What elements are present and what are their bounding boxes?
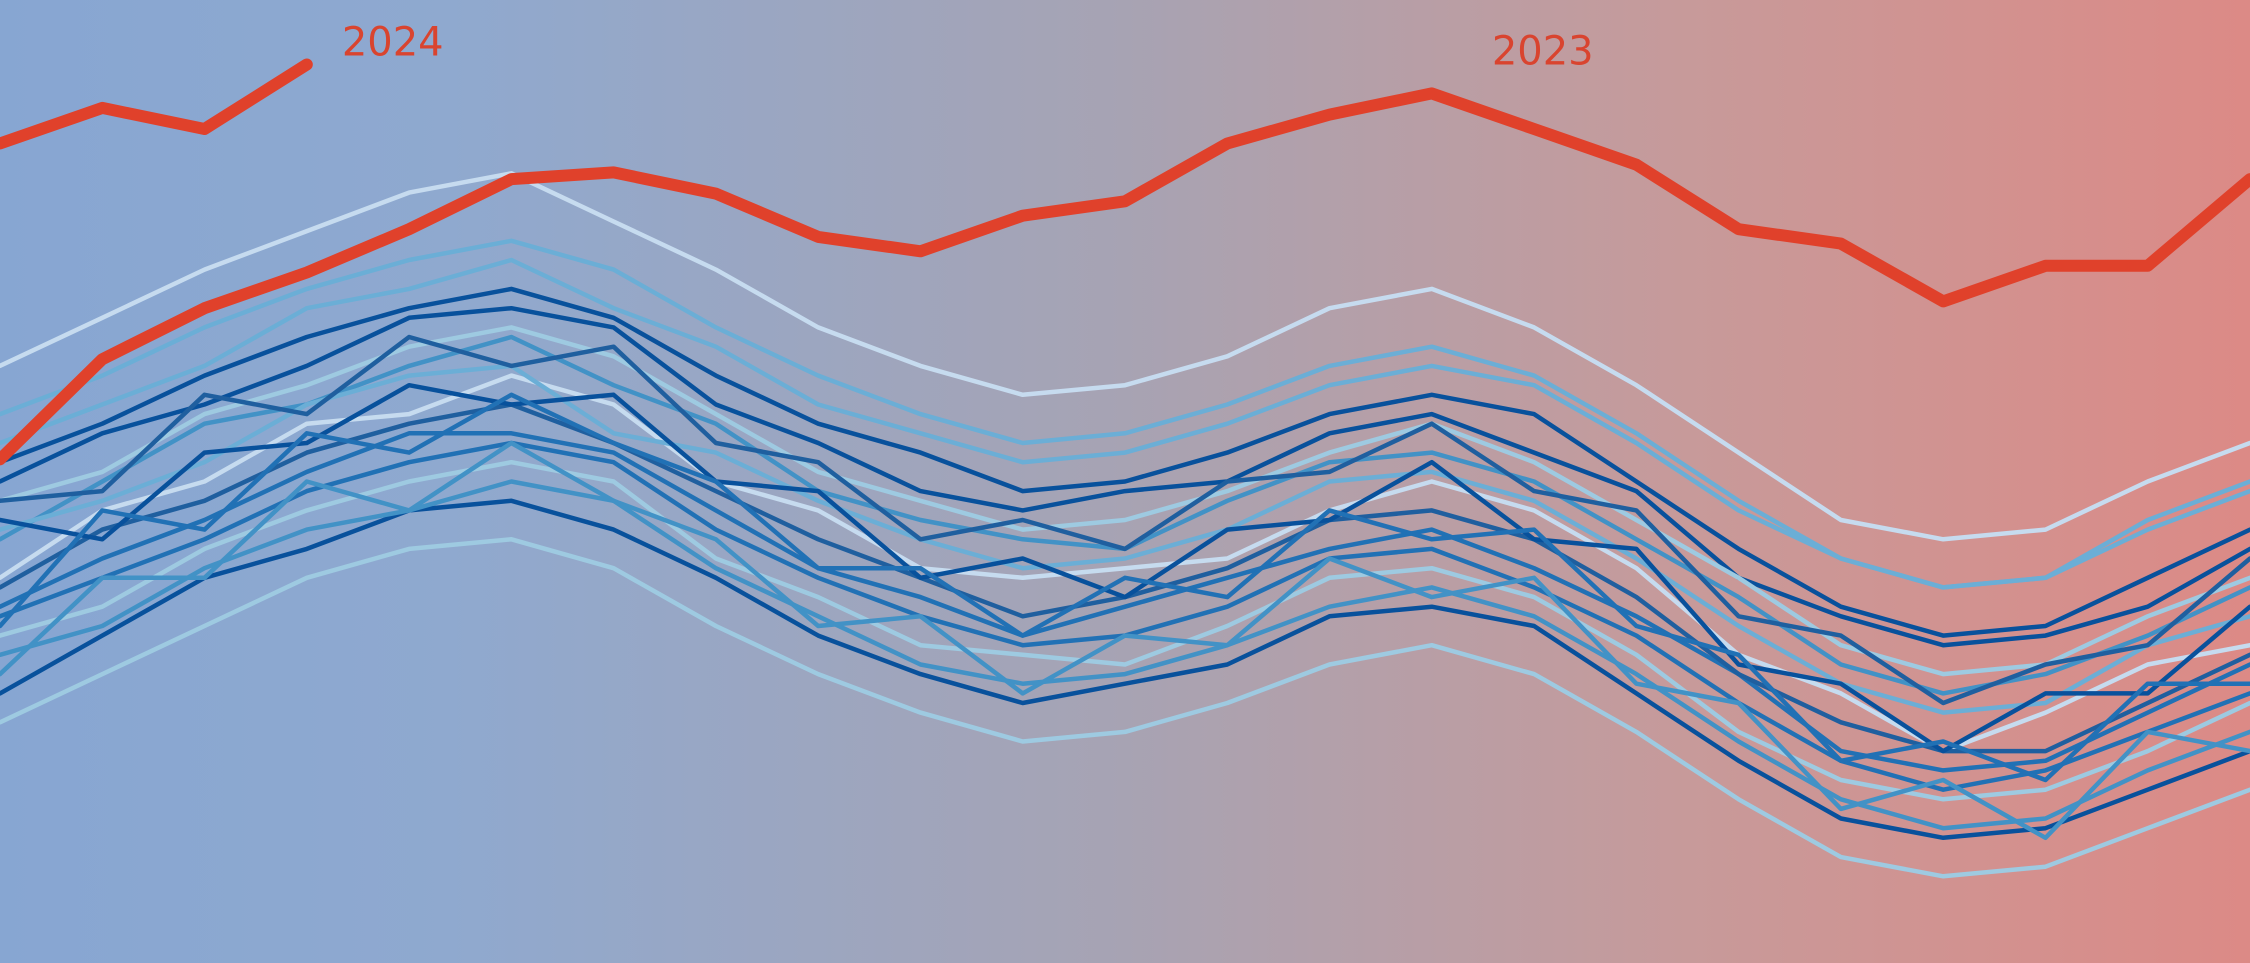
line [0, 373, 2250, 754]
line [0, 537, 2250, 879]
line [0, 334, 2250, 706]
line [0, 325, 2250, 677]
line [0, 392, 2250, 783]
line [0, 498, 2250, 841]
highlight-line [0, 87, 2250, 466]
line [0, 440, 2250, 792]
line [0, 440, 2250, 841]
line [0, 286, 2250, 638]
line [0, 171, 2250, 542]
series-label: 2024 [342, 20, 444, 66]
line [0, 459, 2250, 802]
line [0, 382, 2250, 754]
series-label: 2023 [1492, 28, 1594, 74]
line [0, 238, 2250, 590]
line [0, 363, 2250, 715]
highlight-line [0, 58, 313, 150]
line [0, 305, 2250, 648]
line [0, 479, 2250, 831]
